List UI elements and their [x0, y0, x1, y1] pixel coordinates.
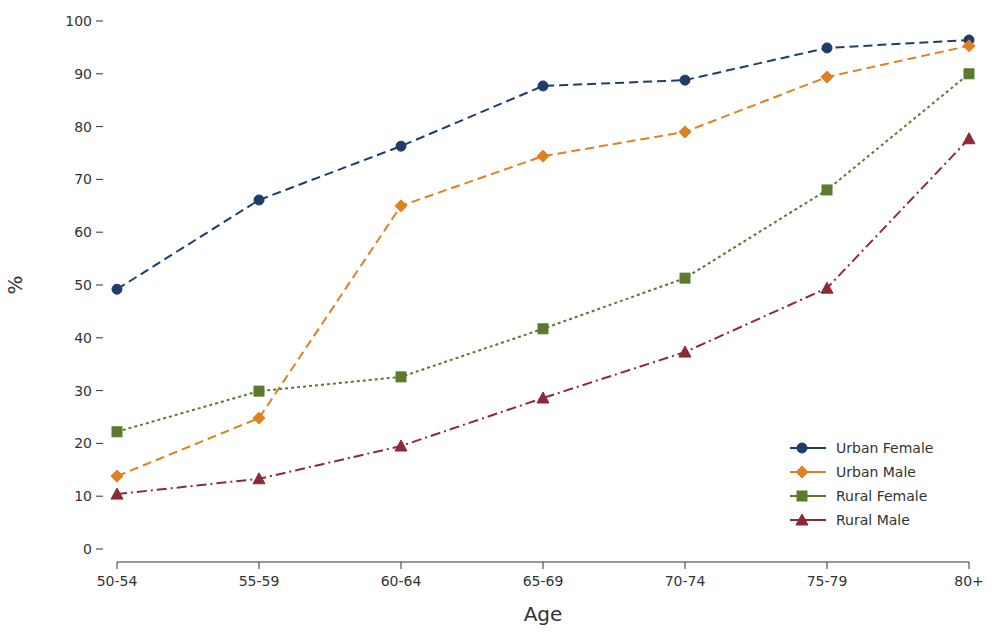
point — [111, 488, 123, 499]
x-tick — [401, 562, 402, 569]
point — [537, 392, 549, 403]
y-tick — [96, 21, 103, 22]
y-tick-label: 0 — [83, 541, 92, 557]
series-line — [117, 40, 969, 289]
y-tick-label: 60 — [74, 224, 92, 240]
x-tick-label: 80+ — [954, 573, 984, 589]
legend-label: Urban Female — [836, 440, 933, 456]
point — [821, 282, 833, 293]
point — [963, 133, 975, 144]
point — [395, 200, 407, 212]
point — [111, 470, 123, 482]
point — [679, 126, 691, 138]
x-tick-label: 55-59 — [239, 573, 280, 589]
y-tick-label: 50 — [74, 277, 92, 293]
point — [538, 81, 548, 91]
y-tick — [96, 337, 103, 338]
point — [821, 71, 833, 83]
y-tick-label: 30 — [74, 383, 92, 399]
x-tick — [827, 562, 828, 569]
point — [538, 324, 548, 334]
point — [680, 273, 690, 283]
point — [254, 386, 264, 396]
x-tick-label: 75-79 — [807, 573, 848, 589]
point — [112, 284, 122, 294]
x-tick — [117, 562, 118, 569]
chart: 0 10 20 30 40 50 60 70 80 90 100 50-54 55-59 60-64 65-… — [0, 0, 1004, 633]
x-tick-label: 65-69 — [523, 573, 564, 589]
x-tick-label: 70-74 — [665, 573, 706, 589]
legend-line — [790, 495, 826, 497]
legend-marker — [797, 491, 807, 501]
legend-marker — [796, 514, 808, 525]
legend-label: Urban Male — [836, 464, 916, 480]
point — [253, 473, 265, 484]
y-tick-label: 40 — [74, 330, 92, 346]
y-tick-label: 80 — [74, 119, 92, 135]
point — [254, 195, 264, 205]
x-tick — [685, 562, 686, 569]
legend-label: Rural Male — [836, 512, 910, 528]
series-line — [117, 74, 969, 432]
point — [537, 150, 549, 162]
y-tick — [96, 390, 103, 391]
point — [679, 346, 691, 357]
point — [112, 427, 122, 437]
y-tick-label: 100 — [65, 13, 92, 29]
x-axis-label: Age — [524, 602, 563, 626]
series-line — [117, 46, 969, 476]
y-tick — [96, 232, 103, 233]
point — [963, 40, 975, 52]
point — [396, 141, 406, 151]
y-tick — [96, 126, 103, 127]
point — [680, 75, 690, 85]
y-tick — [96, 285, 103, 286]
legend-label: Rural Female — [836, 488, 927, 504]
y-tick — [96, 443, 103, 444]
x-tick-label: 60-64 — [381, 573, 422, 589]
x-tick-label: 50-54 — [97, 573, 138, 589]
point — [396, 372, 406, 382]
point — [822, 43, 832, 53]
series-line — [117, 139, 969, 494]
legend-line — [790, 447, 826, 449]
y-axis-label: % — [3, 275, 27, 294]
legend: Urban Female Urban Male Rural Female Rural … — [790, 440, 933, 528]
x-tick — [969, 562, 970, 569]
point — [395, 440, 407, 451]
legend-marker — [797, 443, 807, 453]
x-tick — [543, 562, 544, 569]
plot-area — [111, 35, 975, 499]
point — [253, 412, 265, 424]
y-tick — [96, 496, 103, 497]
y-tick-label: 70 — [74, 171, 92, 187]
y-tick-label: 10 — [74, 488, 92, 504]
y-tick-label: 20 — [74, 435, 92, 451]
y-tick — [96, 549, 103, 550]
point — [822, 185, 832, 195]
legend-marker — [796, 466, 808, 478]
y-tick — [96, 73, 103, 74]
legend-line — [790, 519, 826, 521]
point — [964, 69, 974, 79]
y-tick — [96, 179, 103, 180]
y-tick-label: 90 — [74, 66, 92, 82]
x-tick — [259, 562, 260, 569]
